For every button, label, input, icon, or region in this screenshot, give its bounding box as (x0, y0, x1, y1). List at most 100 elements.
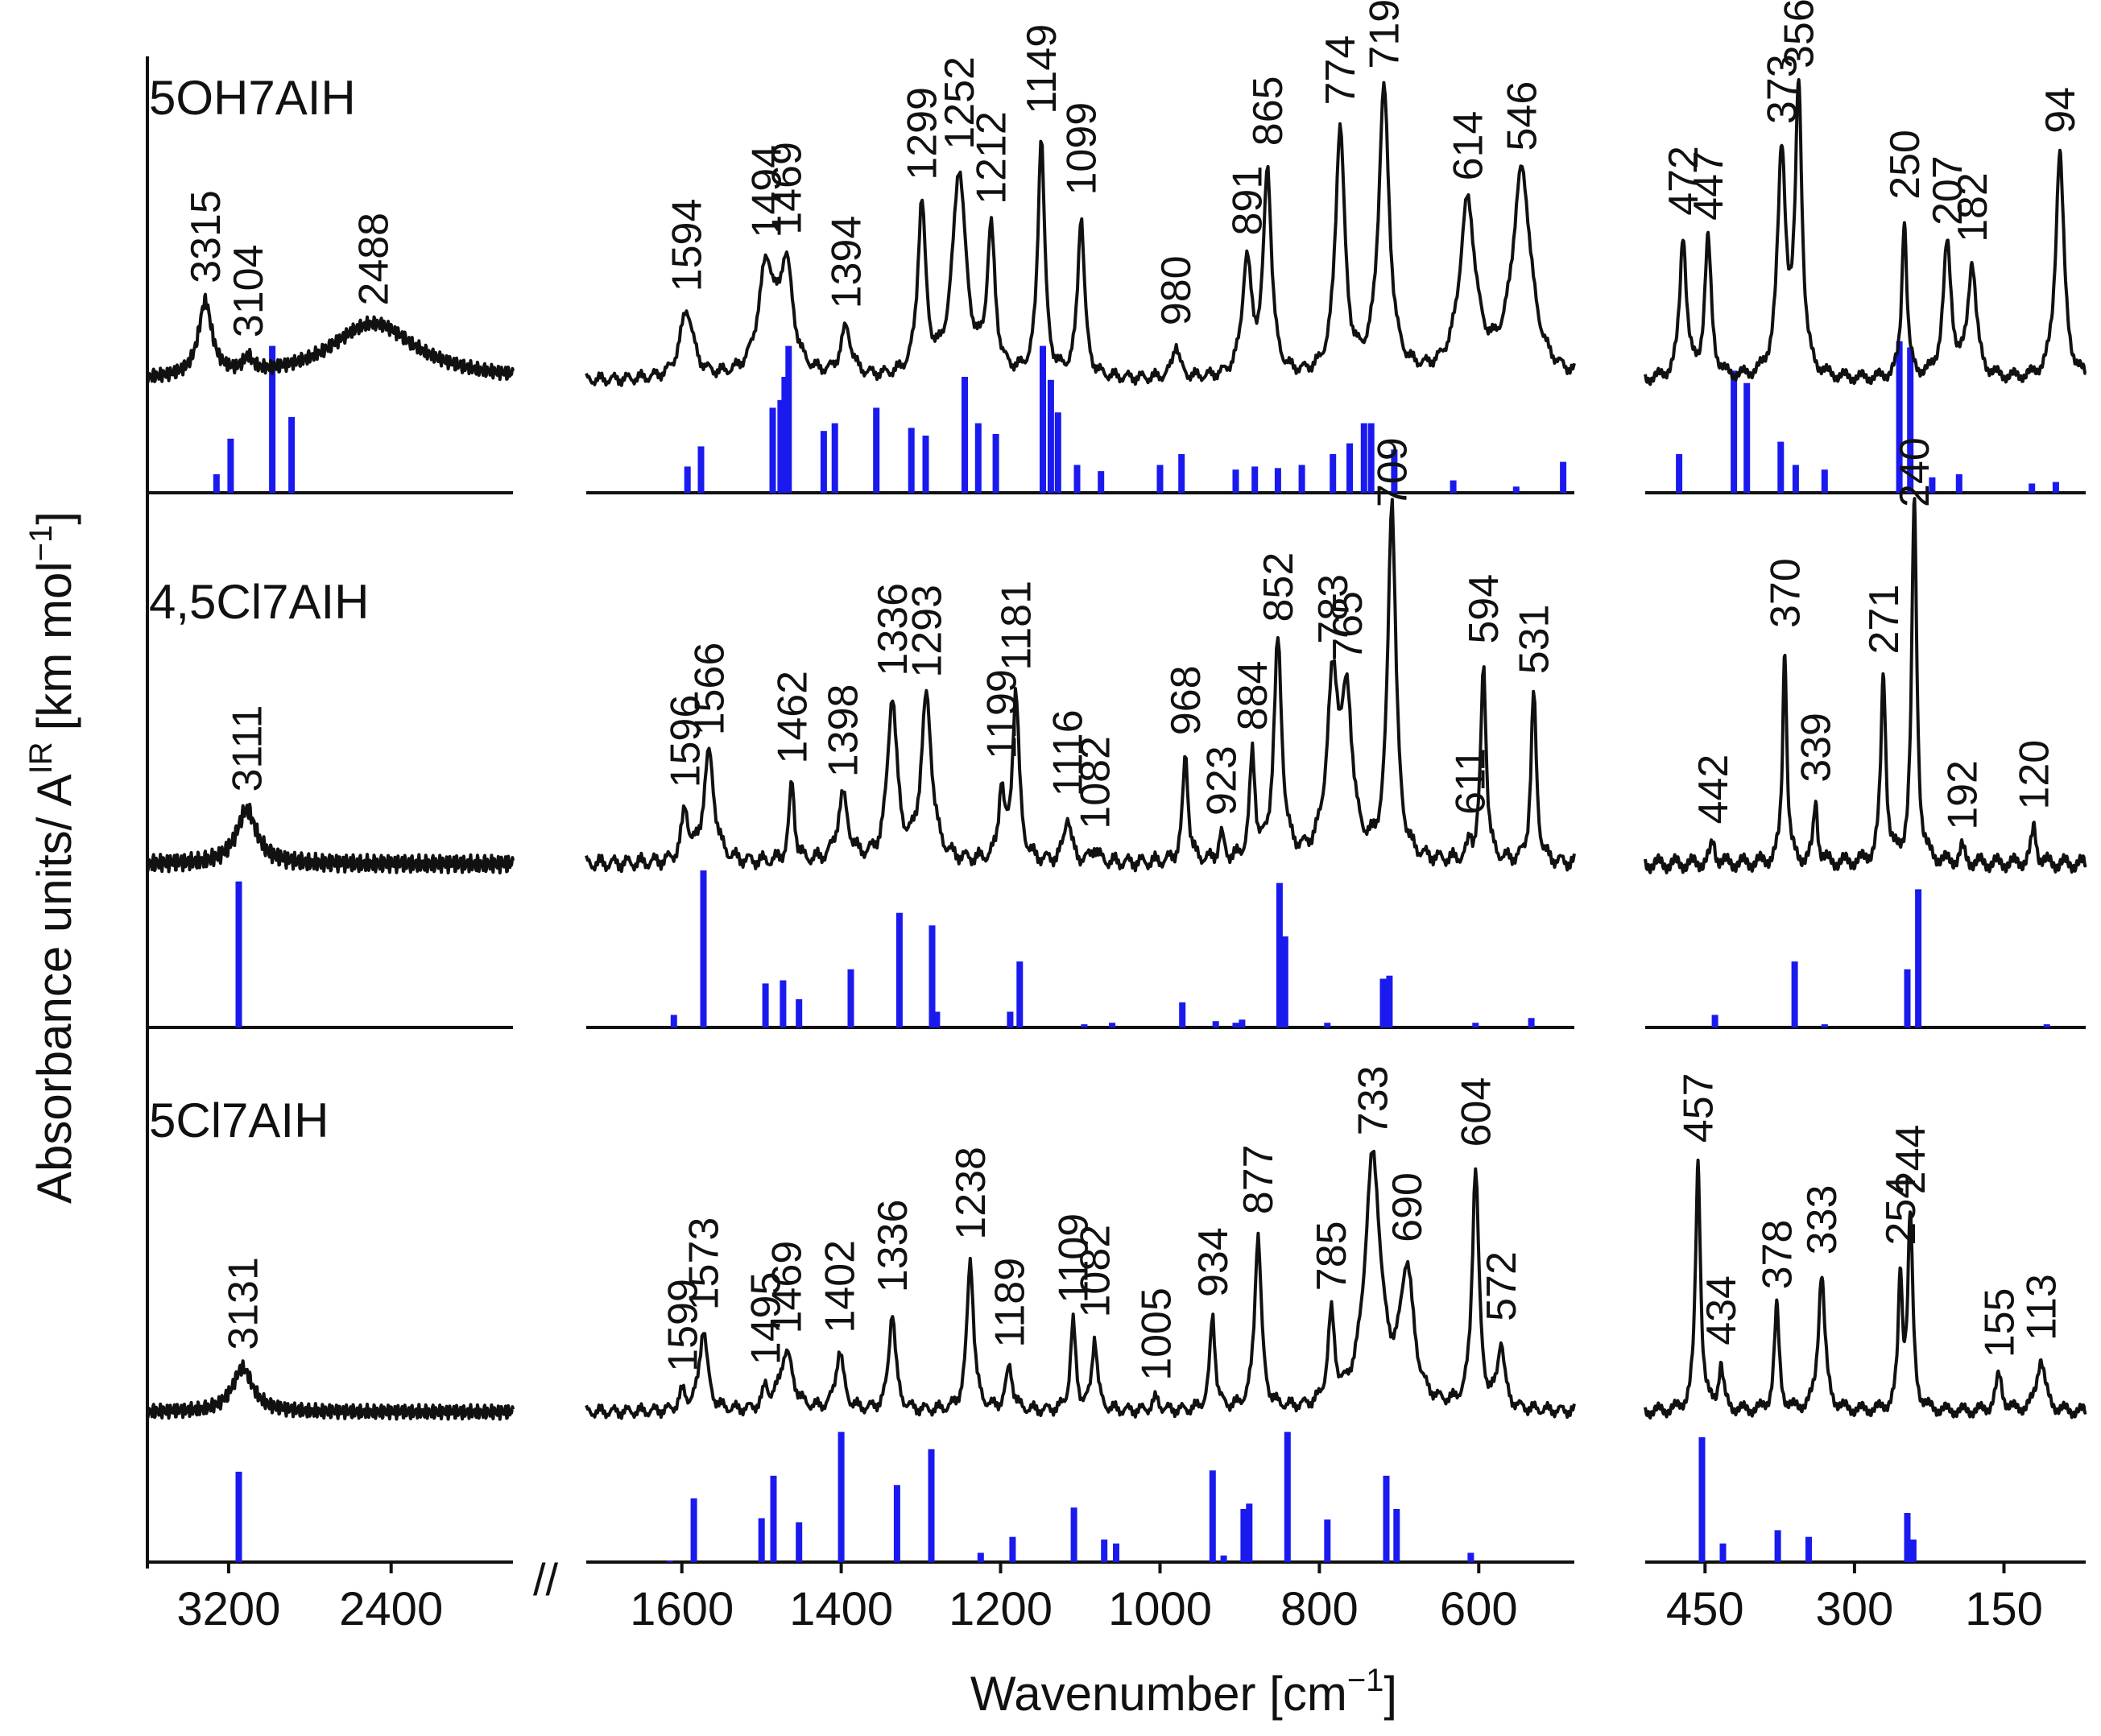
calc-bar (831, 423, 838, 493)
calc-bar (1904, 969, 1911, 1027)
calc-bar (1909, 1540, 1917, 1563)
calc-bar (1346, 443, 1353, 493)
calc-bar (1915, 889, 1922, 1027)
peak-label: 968 (1163, 665, 1210, 735)
calc-bar (697, 446, 705, 493)
x-tick-label: 3200 (176, 1583, 280, 1635)
calc-bar (1929, 477, 1936, 493)
calc-bar (1512, 486, 1520, 493)
x-axis-label-sup: −1 (1347, 1663, 1384, 1698)
calc-bar (1907, 347, 1914, 493)
peak-label: 1199 (979, 669, 1026, 759)
peak-label: 1252 (937, 56, 983, 150)
peak-label: 1212 (969, 111, 1015, 205)
calc-bar (1386, 975, 1393, 1028)
calc-bar (893, 1485, 900, 1562)
calc-bar (1251, 466, 1259, 493)
peak-label: 370 (1762, 558, 1809, 628)
y-axis-label: Absorbance units/ AIR [km mol−1] (23, 511, 81, 1204)
peak-label: 1394 (824, 216, 871, 309)
calc-bar (1560, 461, 1567, 493)
peak-label: 120 (2012, 740, 2058, 810)
calc-bar (1450, 480, 1457, 493)
calc-bar (235, 881, 242, 1028)
panel-name: 5OH7AIH (149, 71, 356, 125)
calc-bar (1676, 454, 1683, 493)
calc-bar (2052, 482, 2059, 493)
panel-separators (147, 491, 2086, 1564)
peak-label: 1299 (900, 87, 946, 180)
calc-bar (288, 416, 296, 493)
calc-bar (1792, 465, 1799, 493)
peak-label: 594 (1461, 574, 1508, 644)
calc-bar (992, 434, 999, 493)
calc-bar (1101, 1540, 1108, 1563)
calc-bar (933, 1011, 941, 1027)
calc-bar (690, 1498, 697, 1562)
calc-bar (1220, 1555, 1227, 1563)
calc-bar (1212, 1021, 1219, 1027)
calc-bar (1731, 370, 1738, 493)
peak-label: 182 (1950, 172, 1996, 242)
spectrum-line-low (1644, 1158, 2087, 1420)
x-tick-label: 2400 (339, 1583, 443, 1635)
peak-label: 1336 (870, 583, 916, 676)
calc-bar (1391, 449, 1398, 493)
calc-bar (922, 436, 929, 493)
x-tick-label: 800 (1280, 1583, 1359, 1635)
calc-bar (1955, 474, 1962, 493)
calc-bar (1904, 1513, 1911, 1562)
peak-label: 356 (1776, 0, 1823, 68)
calc-bar (974, 423, 982, 493)
peak-label: 604 (1453, 1077, 1499, 1147)
calc-bar (928, 925, 936, 1028)
calc-bar (700, 870, 707, 1027)
panel-names: 5OH7AIH 4,5Cl7AIH 5Cl7AIH (149, 71, 369, 1147)
peak-label: 1116 (1045, 709, 1092, 796)
peak-label: 271 (1861, 585, 1908, 655)
y-axis-label-unit-end: ] (27, 511, 81, 525)
calc-bar (1054, 412, 1061, 493)
peak-label: 719 (1362, 0, 1408, 69)
peak-label: 1109 (1051, 1213, 1098, 1304)
peak-label: 572 (1479, 1251, 1525, 1321)
peak-label: 1494 (744, 145, 791, 238)
spectrum-line-mid (585, 498, 1576, 874)
calc-bar (1777, 441, 1785, 493)
peak-label: 611 (1447, 748, 1494, 815)
peak-label: 442 (1690, 754, 1737, 825)
peak-label: 891 (1224, 166, 1271, 236)
peak-label: 1469 (763, 142, 810, 235)
peak-label: 1402 (817, 1240, 864, 1333)
peak-label: 1149 (1019, 24, 1065, 114)
peak-label: 244 (1888, 1125, 1934, 1195)
calc-bar (1246, 1503, 1253, 1562)
peak-label: 472 (1661, 146, 1707, 216)
calc-bar (847, 969, 854, 1027)
calc-bar (1774, 1530, 1781, 1562)
calc-bar (1719, 1543, 1727, 1562)
peak-label: 155 (1976, 1288, 2023, 1358)
peak-label: 447 (1685, 151, 1732, 221)
x-tick-label: 150 (1965, 1583, 2043, 1635)
calc-bar (780, 980, 787, 1027)
calc-bar (1324, 1023, 1331, 1027)
calc-bar (796, 998, 803, 1027)
spectrum-line-high (146, 1359, 515, 1421)
spectrum-line-high (146, 802, 515, 874)
calc-bar (1821, 1024, 1828, 1027)
calc-bar (977, 1552, 984, 1563)
peak-label: 1082 (1072, 1225, 1119, 1318)
calc-bar (769, 407, 776, 493)
calculated-bars (213, 341, 2059, 1563)
peak-label: 690 (1384, 1172, 1431, 1242)
y-axis-label-sup: IR (23, 742, 59, 774)
peak-label: 1596 (663, 695, 709, 788)
peak-label: 1594 (664, 199, 711, 292)
x-axis-label-main: Wavenumber [cm (970, 1667, 1347, 1721)
x-tick-label: 1000 (1108, 1583, 1212, 1635)
peak-label: 785 (1309, 1221, 1355, 1291)
calc-bar (1081, 1024, 1088, 1027)
calc-bar (227, 438, 234, 493)
